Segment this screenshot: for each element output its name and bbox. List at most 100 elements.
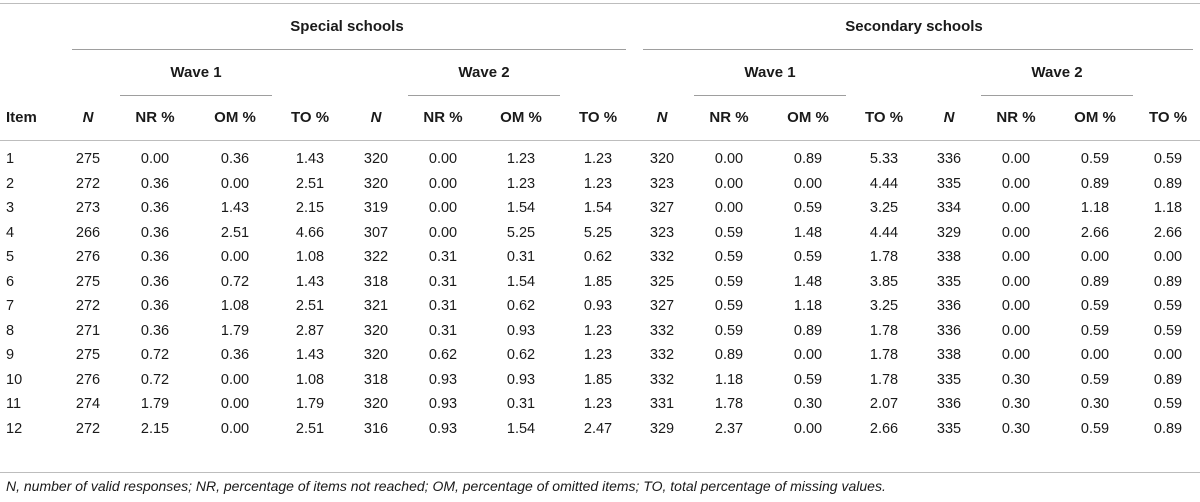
table-cell: 331: [649, 396, 675, 412]
table-cell: 12: [6, 420, 23, 437]
table-cell: 2.15: [295, 200, 325, 216]
table-cell: 0.89: [793, 322, 823, 339]
table-cell: 0.36: [140, 249, 170, 265]
table-cell: 2.51: [295, 420, 325, 437]
table-cell: 307: [363, 224, 389, 241]
table-cell: 0.31: [428, 298, 458, 314]
table-cell: 332: [649, 347, 675, 363]
column-header: NR %: [423, 109, 463, 126]
column-header: TO %: [578, 109, 618, 126]
table-cell: 0.36: [140, 224, 170, 241]
table-cell: 1.43: [295, 273, 325, 290]
table-cell: 0.00: [1080, 347, 1110, 363]
wave-header: Wave 2: [458, 64, 510, 81]
table-cell: 0.59: [1080, 371, 1110, 388]
table-cell: 2.66: [1080, 224, 1110, 241]
table-cell: 1.23: [583, 151, 613, 167]
table-cell: 1.43: [295, 347, 325, 363]
table-cell: 1.08: [295, 371, 325, 388]
table-cell: 0.59: [1080, 322, 1110, 339]
table-cell: 2.66: [1153, 224, 1183, 241]
table-cell: 1.85: [583, 273, 613, 290]
table-cell: 0.00: [220, 371, 250, 388]
table-cell: 0.36: [220, 151, 250, 167]
table-cell: 0.62: [506, 347, 536, 363]
table-cell: 0.36: [140, 298, 170, 314]
table-cell: 276: [75, 249, 101, 265]
table-cell: 0.00: [220, 249, 250, 265]
table-cell: 338: [936, 347, 962, 363]
table-cell: 0.59: [793, 249, 823, 265]
table-cell: 318: [363, 371, 389, 388]
table-cell: 0.36: [140, 273, 170, 290]
table-cell: 0.62: [506, 298, 536, 314]
table-cell: 5.25: [506, 224, 536, 241]
table-cell: 1.43: [220, 200, 250, 216]
table-cell: 0.30: [793, 396, 823, 412]
table-cell: 275: [75, 151, 101, 167]
table-cell: 3.25: [869, 298, 899, 314]
table-cell: 0.89: [1080, 175, 1110, 192]
table-cell: 0.00: [140, 151, 170, 167]
table-cell: 320: [363, 151, 389, 167]
table-cell: 332: [649, 322, 675, 339]
table-cell: 1.23: [506, 151, 536, 167]
table-cell: 1.79: [295, 396, 325, 412]
table-cell: 1.79: [140, 396, 170, 412]
table-cell: 272: [75, 420, 101, 437]
table-cell: 10: [6, 371, 23, 388]
table-cell: 1.85: [583, 371, 613, 388]
table-cell: 0.36: [220, 347, 250, 363]
wave-header: Wave 1: [170, 64, 222, 81]
table-cell: 0.72: [140, 371, 170, 388]
table-cell: 11: [6, 396, 22, 412]
table-cell: 329: [936, 224, 962, 241]
table-cell: 1.78: [869, 347, 899, 363]
table-cell: 1.78: [714, 396, 744, 412]
table-cell: 0.00: [428, 200, 458, 216]
table-cell: 327: [649, 200, 675, 216]
table-cell: 1.23: [583, 396, 613, 412]
table-cell: 0.59: [714, 322, 744, 339]
table-cell: 0.00: [1153, 347, 1183, 363]
table-cell: 2.47: [583, 420, 613, 437]
table-cell: 0.59: [1080, 151, 1110, 167]
table-cell: 0.93: [428, 371, 458, 388]
table-cell: 5.25: [583, 224, 613, 241]
table-cell: 0.89: [1153, 175, 1183, 192]
table-cell: 321: [363, 298, 389, 314]
table-cell: 0.00: [1001, 347, 1031, 363]
table-cell: 320: [363, 396, 389, 412]
table-cell: 1.54: [506, 420, 536, 437]
table-cell: 316: [363, 420, 389, 437]
table-cell: 0.59: [1080, 298, 1110, 314]
table-cell: 0.00: [1001, 151, 1031, 167]
table-cell: 0.00: [1001, 200, 1031, 216]
table-cell: 1.43: [295, 151, 325, 167]
table-cell: 323: [649, 175, 675, 192]
table-cell: 332: [649, 249, 675, 265]
column-header: TO %: [1148, 109, 1188, 126]
table-cell: 0.89: [1153, 371, 1183, 388]
table-cell: 0.00: [1001, 249, 1031, 265]
table-cell: 0.00: [1001, 224, 1031, 241]
table-cell: 335: [936, 175, 962, 192]
table-cell: 1.54: [583, 200, 613, 216]
column-header: N: [656, 109, 668, 126]
table-cell: 1.18: [793, 298, 823, 314]
table-cell: 334: [936, 200, 962, 216]
table-cell: 9: [6, 347, 15, 363]
table-cell: 1.23: [506, 175, 536, 192]
table-cell: 275: [75, 347, 101, 363]
table-cell: 0.00: [1001, 273, 1031, 290]
table-cell: 323: [649, 224, 675, 241]
wave-rule: [694, 95, 846, 96]
table-cell: 0.30: [1080, 396, 1110, 412]
table-cell: 4: [6, 224, 15, 241]
table-cell: 0.36: [140, 200, 170, 216]
table-cell: 266: [75, 224, 101, 241]
table-cell: 0.89: [1153, 273, 1183, 290]
table-cell: 0.00: [793, 420, 823, 437]
table-cell: 0.00: [1001, 322, 1031, 339]
table-cell: 1.48: [793, 273, 823, 290]
